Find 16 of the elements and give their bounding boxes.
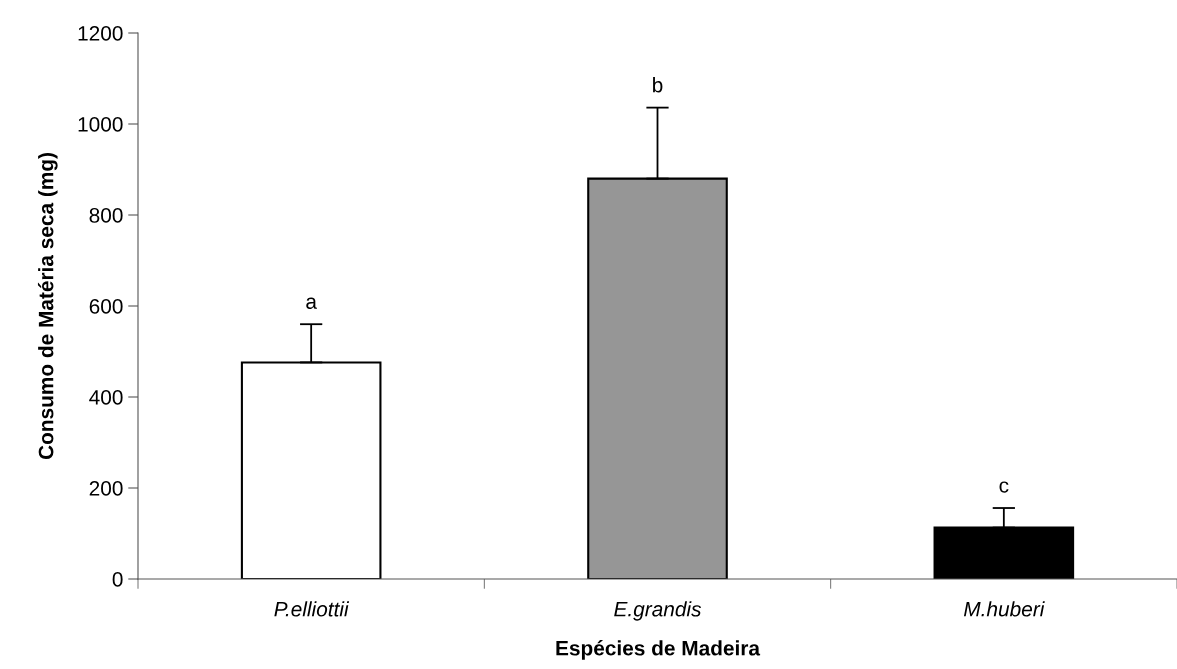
y-axis-title: Consumo de Matéria seca (mg): [37, 153, 58, 460]
y-tick-label: 400: [89, 390, 123, 405]
bar: [587, 177, 728, 579]
y-tick-label: 1200: [78, 26, 123, 41]
y-tick-label: 0: [112, 572, 123, 587]
annotation: a: [306, 297, 317, 309]
x-tick-label: E.grandis: [614, 601, 702, 621]
x-axis-title: Espécies de Madeira: [556, 640, 761, 660]
annotation: b: [653, 77, 663, 93]
annotation: c: [999, 481, 1009, 493]
x-tick-label: P.elliottii: [274, 601, 350, 617]
y-tick-label: 800: [89, 208, 123, 223]
y-tick-label: 200: [89, 481, 123, 496]
y-tick-label: 1000: [78, 117, 123, 132]
x-tick-label: M.huberi: [963, 601, 1045, 617]
y-tick-label: 600: [89, 299, 123, 314]
